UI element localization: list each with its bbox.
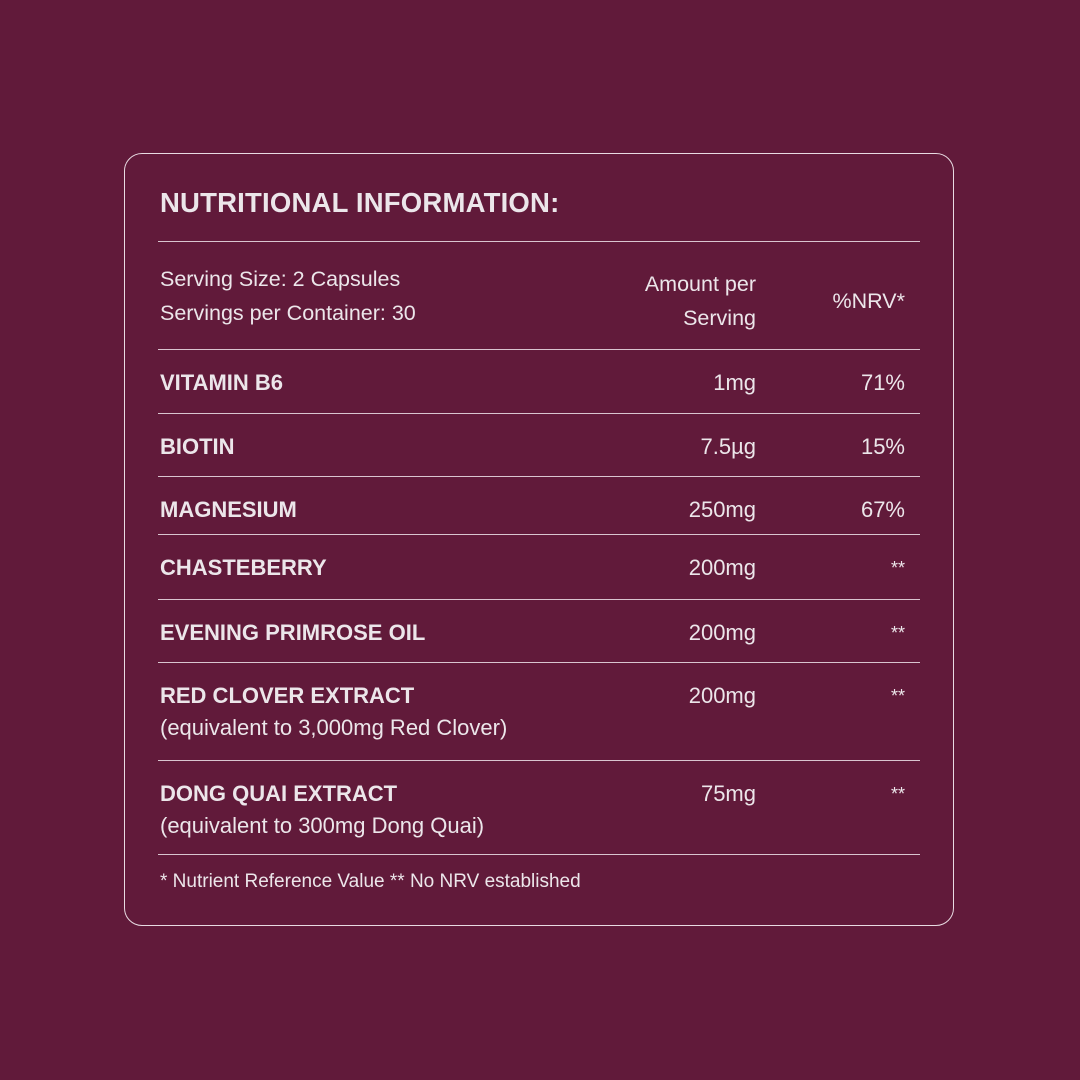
- nutrient-amount: 75mg: [700, 781, 756, 806]
- nutrient-amount: 200mg: [688, 683, 756, 708]
- nutrient-name: EVENING PRIMROSE OIL: [160, 620, 426, 645]
- nutrient-amount: 7.5µg: [700, 434, 757, 459]
- table-row: EVENING PRIMROSE OIL 200mg **: [158, 600, 920, 663]
- table-row: DONG QUAI EXTRACT (equivalent to 300mg Do…: [158, 761, 920, 855]
- amount-header-line2: Serving: [683, 306, 756, 330]
- servings-per-container: Servings per Container: 30: [160, 301, 416, 325]
- table-row: RED CLOVER EXTRACT (equivalent to 3,000mg…: [158, 663, 920, 761]
- nrv-header: %NRV*: [832, 289, 906, 313]
- divider: [158, 241, 920, 242]
- footnote: * Nutrient Reference Value ** No NRV est…: [160, 871, 581, 892]
- nutrient-name: CHASTEBERRY: [160, 555, 327, 580]
- nutrient-note: (equivalent to 300mg Dong Quai): [160, 813, 485, 838]
- table-row: VITAMIN B6 1mg 71%: [158, 350, 920, 414]
- nutrient-name: DONG QUAI EXTRACT: [160, 781, 398, 806]
- nutrient-name: MAGNESIUM: [160, 497, 297, 522]
- nutrient-nrv: **: [890, 623, 905, 643]
- amount-header-line1: Amount per: [644, 272, 756, 296]
- nutrient-note: (equivalent to 3,000mg Red Clover): [160, 715, 508, 740]
- nutrient-amount: 250mg: [688, 497, 756, 522]
- nutrient-nrv: 15%: [860, 434, 905, 459]
- table-header: Serving Size: 2 Capsules Servings per Co…: [158, 242, 920, 350]
- nutrient-nrv: 67%: [860, 497, 905, 522]
- nutrient-nrv: **: [890, 558, 905, 578]
- table-row: MAGNESIUM 250mg 67%: [158, 477, 920, 535]
- nutrient-name: VITAMIN B6: [160, 370, 284, 395]
- panel-title: NUTRITIONAL INFORMATION:: [160, 187, 560, 218]
- serving-size: Serving Size: 2 Capsules: [160, 267, 401, 291]
- nutrient-nrv: **: [890, 686, 905, 706]
- nutrition-panel: NUTRITIONAL INFORMATION: Serving Size: 2…: [124, 153, 954, 926]
- nutrient-amount: 200mg: [688, 620, 756, 645]
- table-row: CHASTEBERRY 200mg **: [158, 535, 920, 600]
- nutrient-amount: 1mg: [713, 370, 756, 395]
- nutrient-amount: 200mg: [688, 555, 756, 580]
- nutrient-nrv: 71%: [860, 370, 905, 395]
- table-row: BIOTIN 7.5µg 15%: [158, 414, 920, 477]
- nutrient-name: BIOTIN: [160, 434, 235, 459]
- nutrient-name: RED CLOVER EXTRACT: [160, 683, 415, 708]
- nutrient-nrv: **: [890, 784, 905, 804]
